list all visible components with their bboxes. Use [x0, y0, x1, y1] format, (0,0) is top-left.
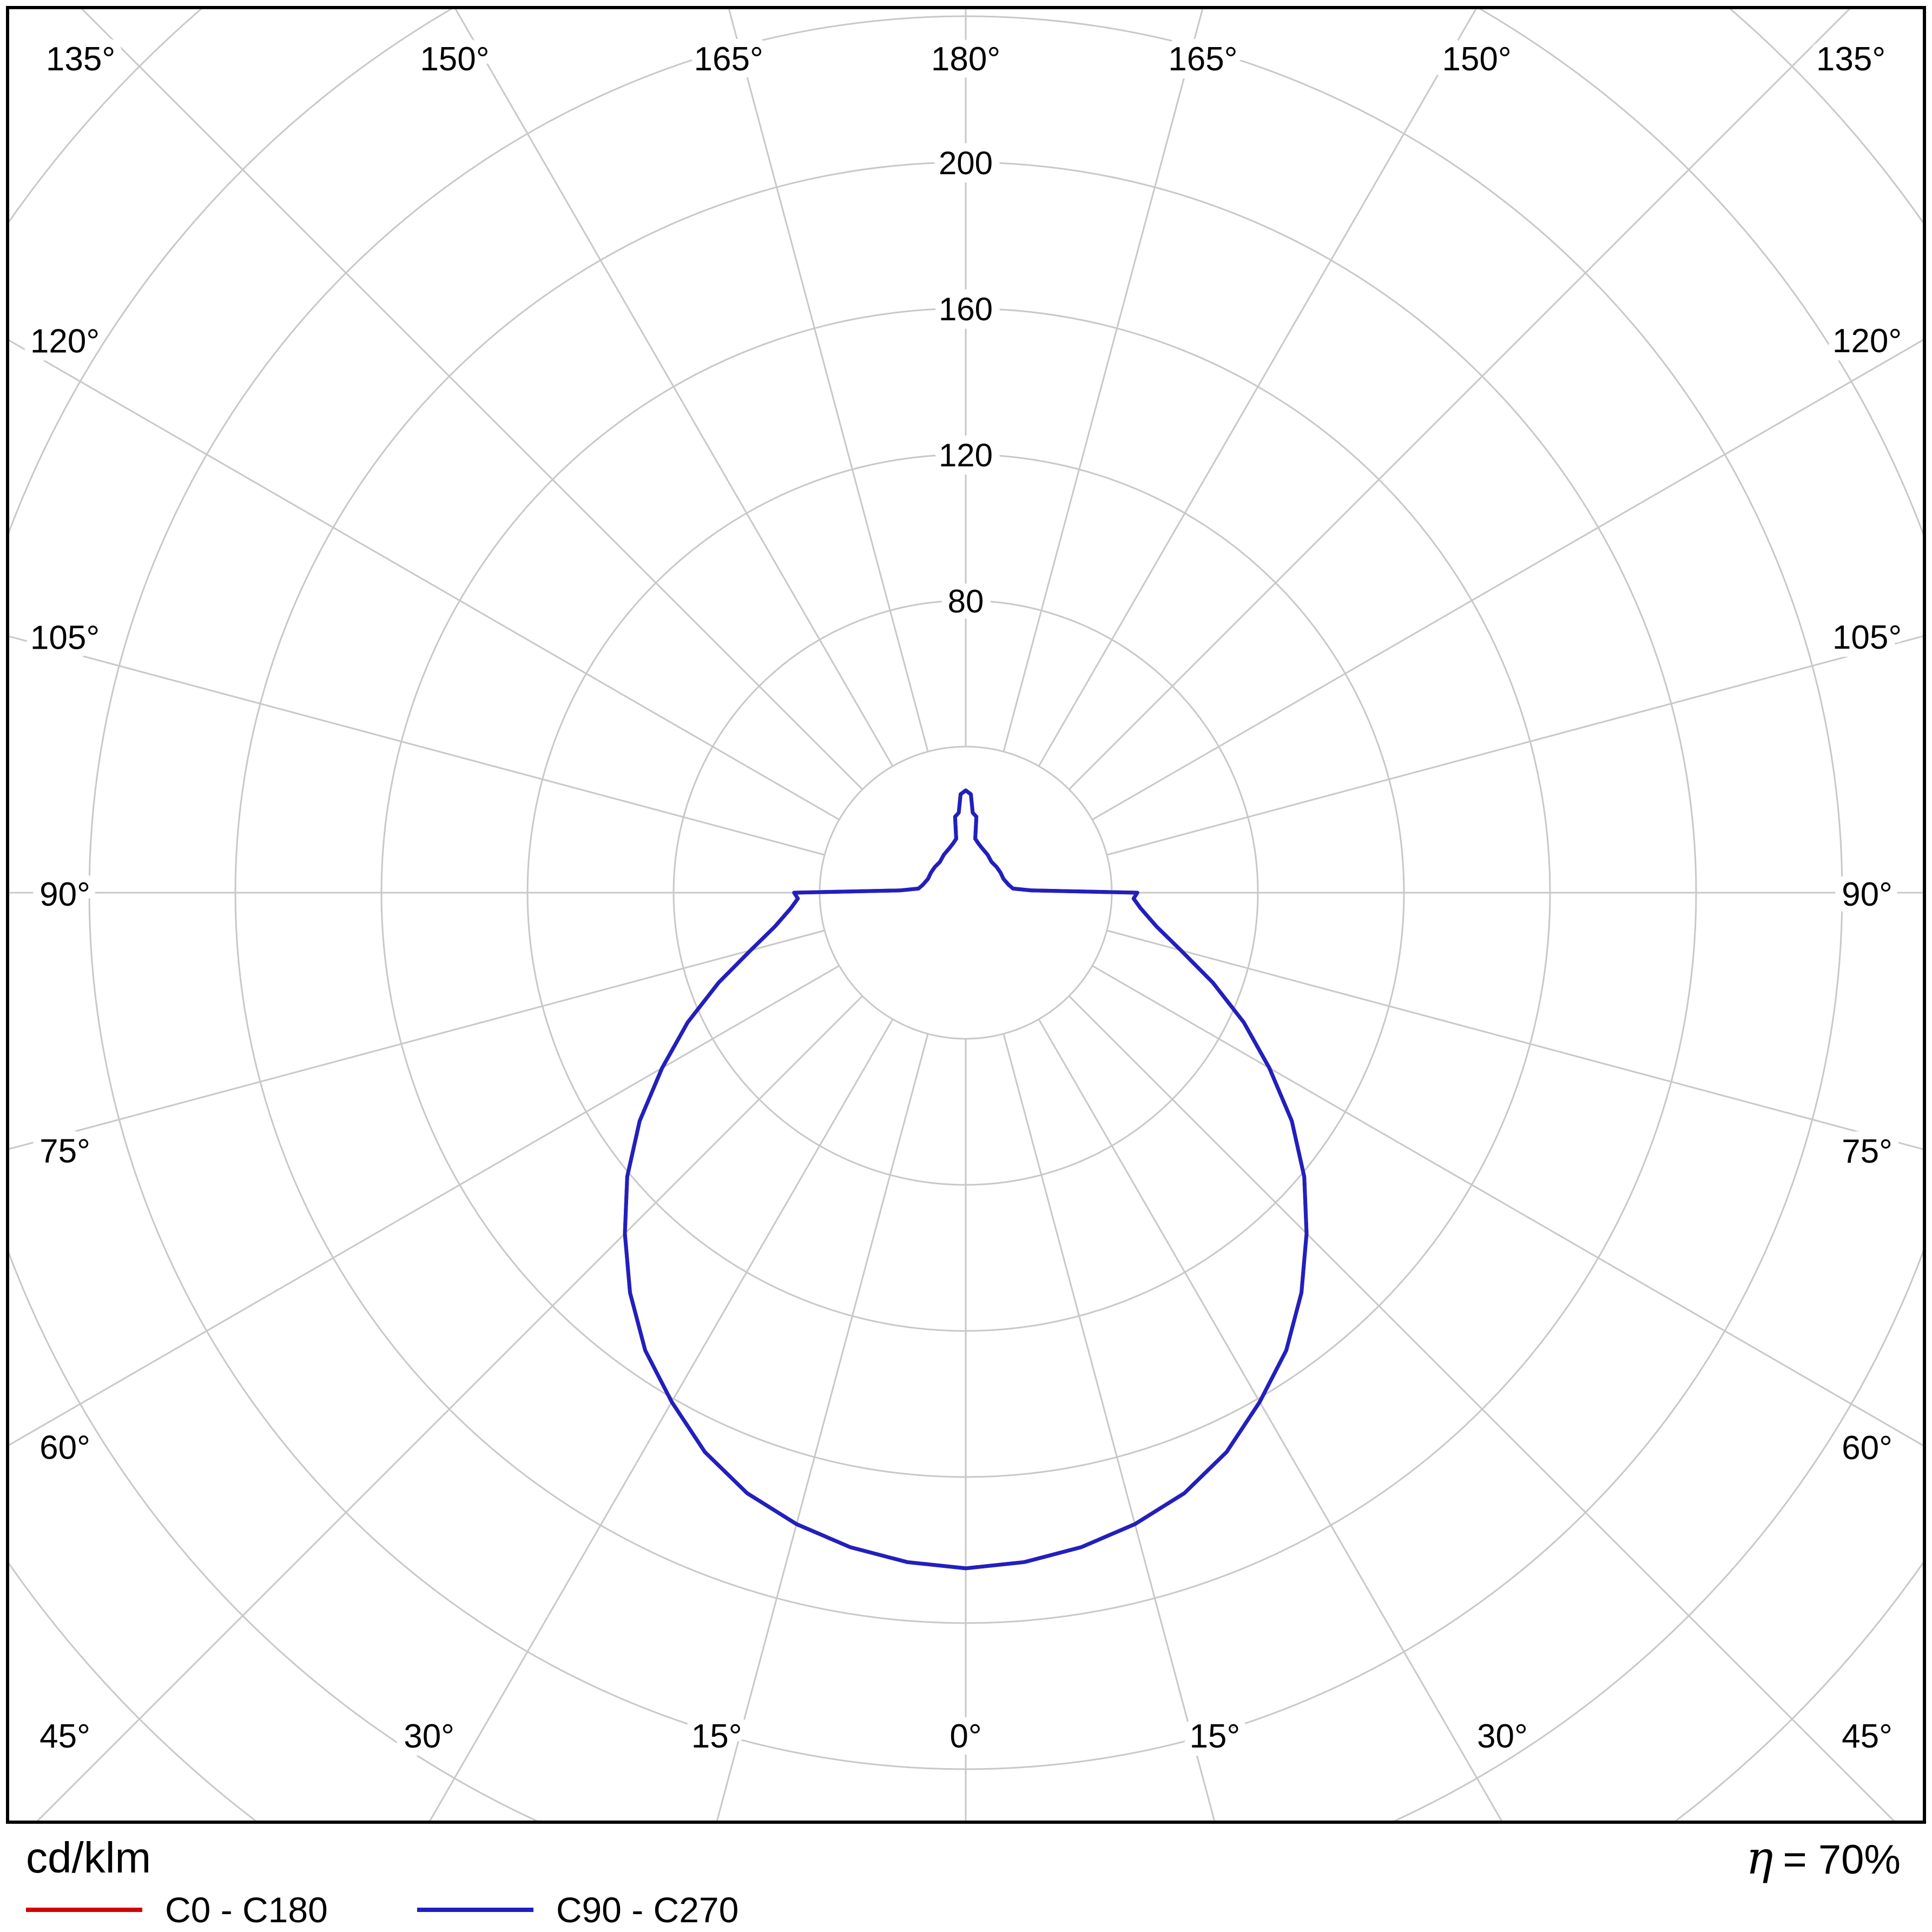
angle-label-45: 45°: [39, 1718, 90, 1755]
angle-label-75: 75°: [1842, 1133, 1893, 1170]
eta-symbol: η: [1746, 1831, 1773, 1884]
radial-tick-200: 200: [939, 145, 993, 181]
grid-spoke: [454, 9, 894, 767]
eta-value: = 70%: [1783, 1837, 1901, 1883]
angle-label-15: 15°: [1189, 1718, 1240, 1755]
angle-label-15-halo: 15°: [1189, 1718, 1240, 1755]
angle-label-30: 30°: [1477, 1718, 1528, 1755]
radial-tick-160: 160: [939, 291, 993, 327]
grid-spoke: [1106, 929, 1923, 1150]
grid-spoke: [429, 1019, 894, 1821]
angle-label-150-halo: 150°: [1442, 41, 1511, 78]
grid-spoke: [36, 995, 863, 1821]
angle-label-120-halo: 120°: [30, 323, 100, 360]
radial-tick-120-halo: 120: [939, 437, 993, 473]
grid-spoke: [1038, 9, 1477, 767]
units-label: cd/klm: [26, 1834, 151, 1882]
grid-spoke: [1092, 965, 1923, 1447]
angle-label-60-halo: 60°: [39, 1429, 90, 1466]
angle-label-165-halo: 165°: [694, 41, 763, 78]
angle-label-15: 15°: [691, 1718, 742, 1755]
angle-label-60: 60°: [1842, 1429, 1893, 1467]
angle-label-180-halo: 180°: [931, 41, 1000, 78]
angle-label-120: 120°: [30, 323, 100, 360]
angle-label-60: 60°: [39, 1429, 90, 1466]
angle-label-180: 180°: [931, 41, 1000, 78]
angle-label-45: 45°: [1842, 1718, 1893, 1755]
angle-label-30-halo: 30°: [1477, 1718, 1528, 1755]
angle-label-105-halo: 105°: [1832, 619, 1902, 656]
angle-label-165: 165°: [694, 41, 763, 78]
radial-tick-200-halo: 200: [939, 145, 993, 181]
angle-label-150-halo: 150°: [420, 41, 489, 78]
angle-label-0: 0°: [949, 1718, 981, 1755]
legend-label-c90-c270: C90 - C270: [556, 1890, 739, 1930]
angle-label-150: 150°: [420, 41, 489, 78]
angle-label-165-halo: 165°: [1168, 41, 1237, 78]
angle-label-165: 165°: [1168, 41, 1237, 78]
angle-label-135-halo: 135°: [1816, 41, 1885, 78]
angle-label-90: 90°: [39, 876, 90, 913]
angle-label-105: 105°: [30, 619, 100, 656]
angle-label-120-halo: 120°: [1832, 322, 1902, 360]
legend-item-c0-c180: C0 - C180: [26, 1889, 328, 1930]
grid-spoke: [9, 339, 840, 821]
grid-spoke: [1003, 1033, 1216, 1821]
angle-label-30-halo: 30°: [404, 1718, 454, 1755]
angle-label-150: 150°: [1442, 41, 1511, 78]
legend-label-c0-c180: C0 - C180: [165, 1890, 328, 1930]
angle-label-60-halo: 60°: [1842, 1429, 1893, 1467]
legend: C0 - C180 C90 - C270: [26, 1889, 738, 1930]
angle-label-15-halo: 15°: [691, 1718, 742, 1755]
grid-spoke: [728, 9, 929, 752]
angle-label-45-halo: 45°: [1842, 1718, 1893, 1755]
angle-label-135: 135°: [46, 41, 115, 78]
angle-label-105: 105°: [1832, 619, 1902, 656]
radial-tick-160-halo: 160: [939, 291, 993, 327]
angle-label-120: 120°: [1832, 322, 1902, 360]
grid-spoke: [1068, 9, 1851, 790]
angle-label-75-halo: 75°: [39, 1133, 90, 1170]
angle-label-135: 135°: [1816, 41, 1885, 78]
legend-swatch-c90-c270: [417, 1908, 533, 1912]
angle-label-30: 30°: [404, 1718, 454, 1755]
angle-label-105-halo: 105°: [30, 619, 100, 656]
grid-spoke: [9, 929, 825, 1150]
grid-spoke: [1092, 339, 1923, 821]
angle-label-90-halo: 90°: [1842, 876, 1893, 913]
curve-c90-c270: [623, 788, 1309, 1571]
angle-label-45-halo: 45°: [39, 1718, 90, 1755]
radial-tick-80: 80: [948, 583, 984, 619]
grid-spoke: [9, 965, 840, 1446]
grid-spoke: [9, 635, 825, 856]
grid-spoke: [716, 1033, 929, 1821]
grid-spoke: [1068, 995, 1895, 1821]
radial-tick-120: 120: [939, 437, 993, 473]
grid-spoke: [81, 9, 863, 790]
efficiency-label: η = 70%: [1746, 1831, 1901, 1884]
legend-item-c90-c270: C90 - C270: [417, 1889, 739, 1930]
angle-label-90: 90°: [1842, 876, 1893, 913]
angle-label-75: 75°: [39, 1133, 90, 1170]
grid-spoke: [1038, 1019, 1502, 1821]
grid-spoke: [1003, 9, 1204, 752]
angle-label-135-halo: 135°: [46, 41, 115, 78]
angle-label-90-halo: 90°: [39, 876, 90, 913]
legend-swatch-c0-c180: [26, 1908, 142, 1912]
angle-label-75-halo: 75°: [1842, 1133, 1893, 1170]
grid-spoke: [1106, 635, 1923, 856]
radial-tick-80-halo: 80: [948, 583, 984, 619]
